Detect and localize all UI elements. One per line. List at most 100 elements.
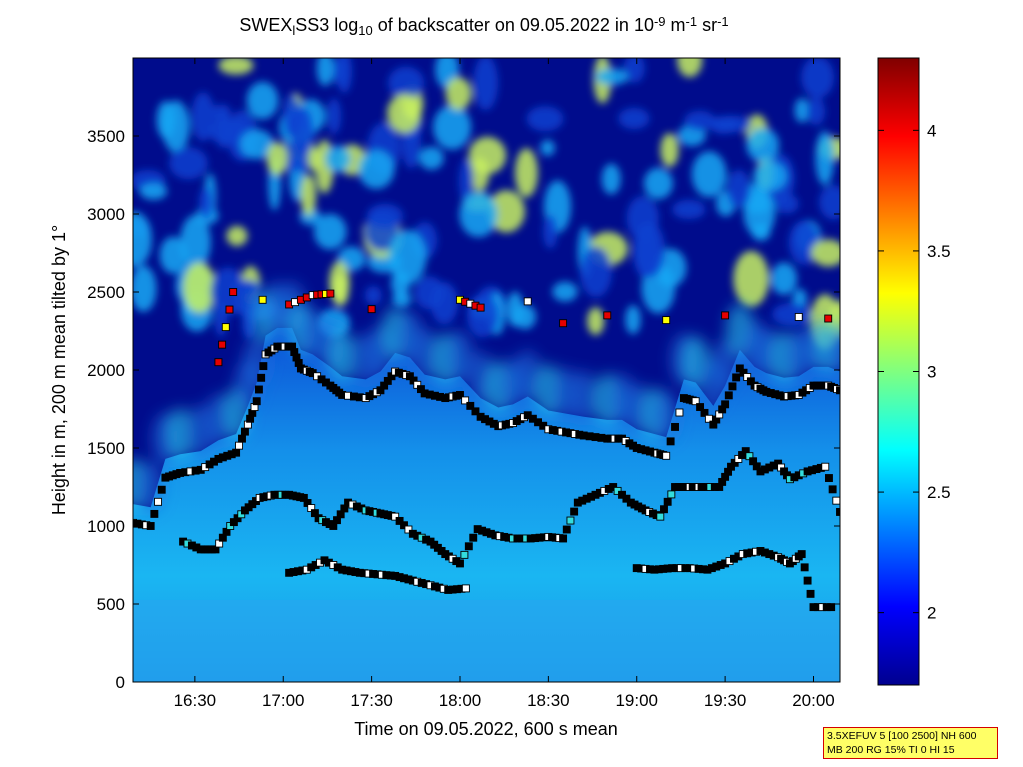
layer-marker [732, 373, 741, 382]
heatmap-area [133, 58, 840, 682]
layer-marker [229, 288, 238, 296]
y-tick-label: 2500 [87, 283, 125, 302]
layer-marker [154, 497, 162, 506]
layer-marker [466, 401, 475, 410]
layer-marker [656, 512, 665, 521]
layer-marker [254, 385, 263, 394]
layer-marker [464, 542, 473, 551]
colorbar-ticks: 2 2.5 3 3.5 4 [878, 121, 951, 623]
layer-marker [469, 533, 478, 542]
layer-marker [721, 400, 730, 409]
x-tick-label: 19:00 [615, 691, 658, 710]
layer-marker [235, 441, 244, 450]
colorbar-tick-label: 2.5 [927, 483, 951, 502]
layer-marker [460, 550, 469, 559]
layer-marker [691, 397, 700, 406]
x-axis-label: Time on 09.05.2022, 600 s mean [354, 719, 618, 739]
colorbar-tick-label: 2 [927, 604, 936, 623]
layer-marker [214, 358, 223, 367]
layer-marker [570, 507, 579, 516]
layer-marker [461, 584, 470, 593]
layer-marker [232, 448, 241, 457]
layer-marker [566, 516, 575, 525]
colorbar-tick-label: 3 [927, 363, 936, 382]
layer-marker [523, 297, 532, 306]
layer-marker [456, 391, 464, 399]
layer-marker [476, 303, 485, 312]
layer-marker [456, 559, 464, 568]
layer-marker [800, 563, 809, 572]
layer-marker [724, 391, 733, 400]
layer-marker [662, 451, 671, 460]
layer-marker [824, 314, 833, 323]
layer-marker [836, 386, 840, 395]
x-tick-label: 18:00 [439, 691, 482, 710]
y-tick-label: 3000 [87, 205, 125, 224]
layer-marker [562, 525, 571, 534]
y-tick-label: 3500 [87, 127, 125, 146]
layer-marker [257, 373, 266, 382]
x-tick-label: 18:30 [527, 691, 570, 710]
layer-marker [806, 589, 815, 598]
layer-marker [391, 512, 400, 521]
layer-marker [832, 496, 840, 505]
layer-marker [259, 362, 268, 371]
layer-marker [663, 497, 672, 506]
chart-title: SWEXlSS3 log10 of backscatter on 09.05.2… [239, 14, 728, 38]
y-tick-label: 1500 [87, 439, 125, 458]
layer-marker [803, 576, 812, 585]
layer-marker [218, 340, 227, 349]
layer-marker [794, 313, 803, 321]
x-tick-label: 19:30 [704, 691, 747, 710]
layer-marker [258, 295, 267, 304]
surface-layer [133, 600, 840, 682]
settings-info-box: 3.5XEFUV 5 [100 2500] NH 600 MB 200 RG 1… [823, 727, 998, 759]
layer-marker [700, 408, 709, 417]
colorbar [878, 58, 919, 685]
info-line-2: MB 200 RG 15% TI 0 HI 15 [827, 744, 955, 756]
layer-marker [675, 408, 684, 417]
y-tick-label: 1000 [87, 517, 125, 536]
x-tick-label: 17:30 [350, 691, 393, 710]
layer-marker [367, 305, 376, 314]
layer-marker [225, 305, 234, 314]
info-line-1: 3.5XEFUV 5 [100 2500] NH 600 [827, 730, 977, 742]
y-tick-label: 0 [116, 673, 125, 692]
y-tick-label: 2000 [87, 361, 125, 380]
layer-marker [559, 534, 568, 543]
layer-marker [828, 485, 837, 494]
x-tick-label: 17:00 [262, 691, 305, 710]
layer-marker [797, 550, 806, 559]
x-tick-label: 16:30 [174, 691, 217, 710]
layer-marker [400, 521, 408, 530]
layer-marker [671, 422, 679, 431]
layer-markers [133, 288, 840, 612]
layer-marker [157, 485, 166, 494]
layer-marker [721, 311, 730, 320]
colorbar-tick-label: 4 [927, 121, 936, 140]
layer-marker [146, 522, 155, 530]
layer-marker [238, 434, 246, 443]
layer-marker [240, 427, 249, 436]
layer-marker [603, 311, 612, 320]
layer-marker [660, 505, 668, 514]
y-tick-label: 500 [97, 595, 125, 614]
layer-marker [221, 323, 230, 332]
x-axis: 16:30 17:00 17:30 18:00 18:30 19:00 19:30 20:00 [174, 58, 835, 710]
y-axis-label: Height in m, 200 m mean tilted by 1° [49, 225, 69, 515]
layer-marker [667, 490, 676, 499]
layer-marker [461, 396, 470, 405]
layer-marker [559, 319, 568, 328]
layer-marker [395, 516, 404, 525]
layer-marker [662, 316, 671, 325]
layer-marker [825, 474, 833, 482]
layer-marker [827, 603, 836, 612]
layer-marker [150, 509, 159, 518]
layer-marker [696, 403, 705, 411]
layer-marker [404, 525, 413, 534]
colorbar-tick-label: 3.5 [927, 242, 951, 261]
layer-marker [821, 462, 830, 471]
y-axis: 0 500 1000 1500 2000 2500 3000 3500 [87, 127, 840, 692]
layer-marker [252, 397, 261, 406]
